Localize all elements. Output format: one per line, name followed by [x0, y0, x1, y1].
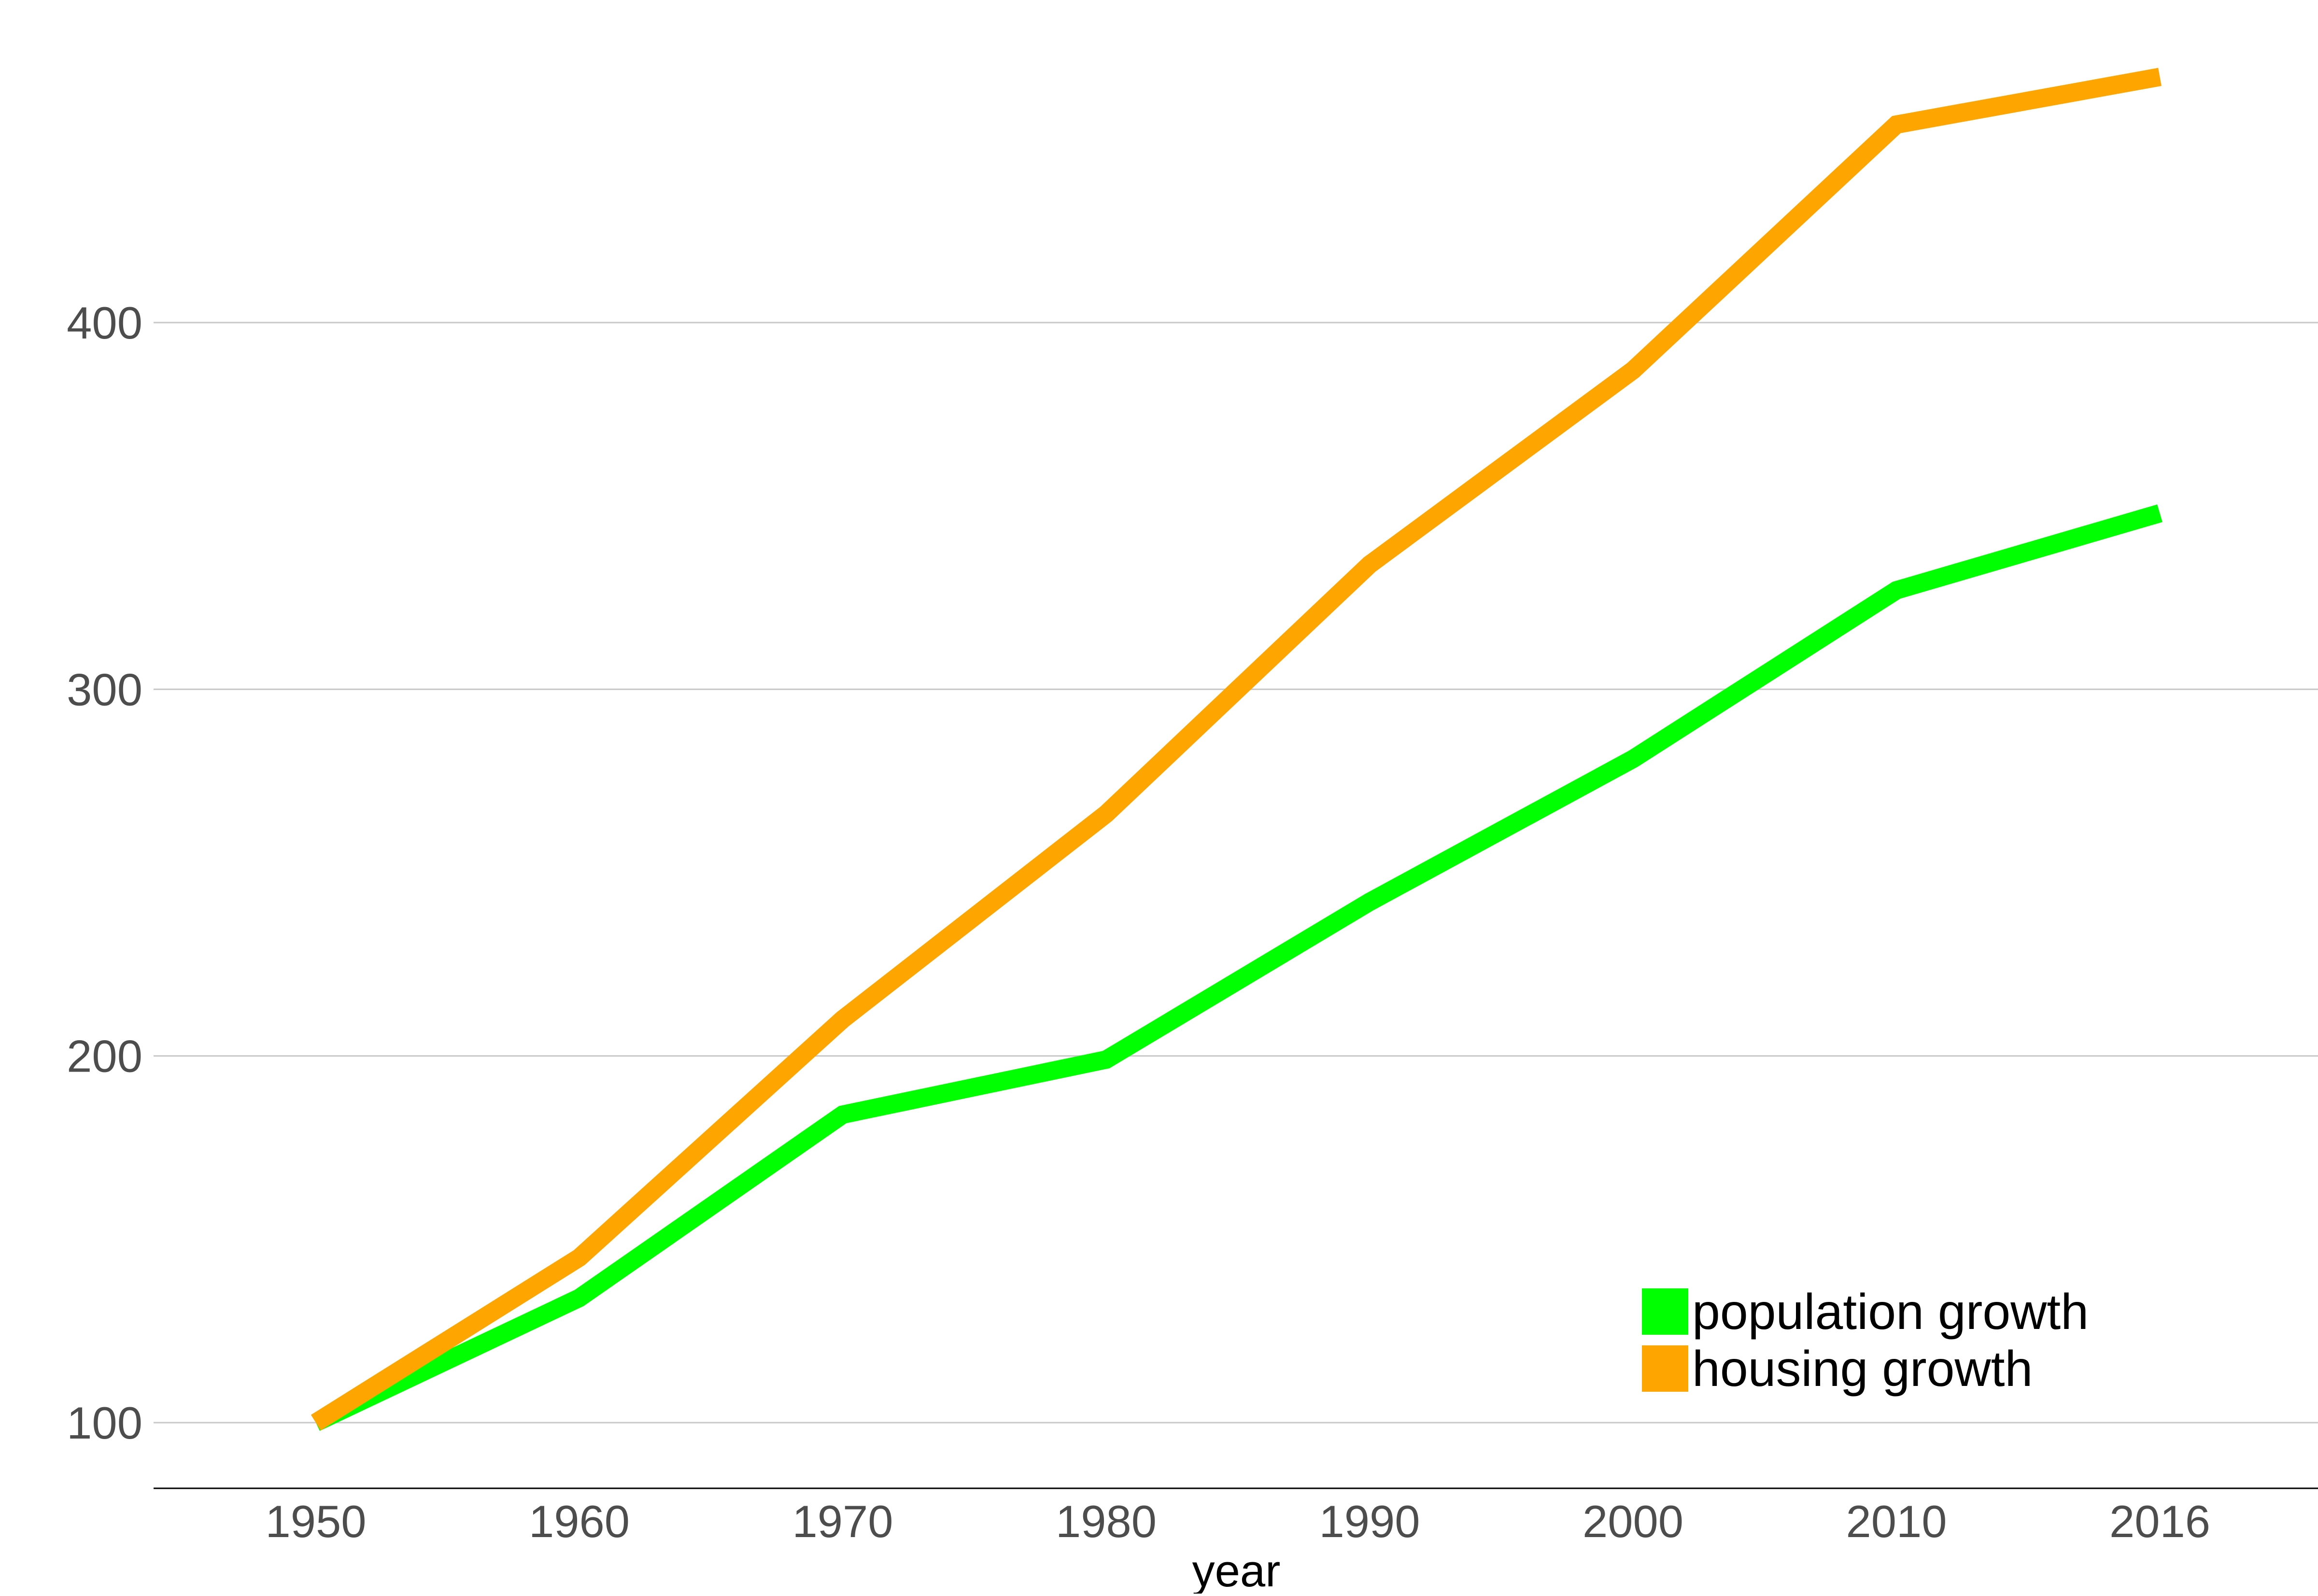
y-tick-label: 100	[67, 1398, 142, 1448]
legend-label: population growth	[1692, 1284, 2089, 1340]
x-tick-label: 2010	[1846, 1496, 1947, 1547]
x-axis-title: year	[1192, 1545, 1281, 1594]
legend-label: housing growth	[1692, 1341, 2033, 1397]
x-tick-label: 1980	[1056, 1496, 1157, 1547]
x-tick-label: 2016	[2109, 1496, 2210, 1547]
x-tick-label: 1990	[1319, 1496, 1420, 1547]
series-lines	[311, 68, 2163, 1431]
axes: 100 200 300 400 1950 1960 1970 1980 1990 2000 2010…	[67, 297, 2318, 1596]
y-tick-label: 400	[67, 297, 142, 348]
gridlines	[154, 322, 2318, 1424]
y-tick-label: 200	[67, 1031, 142, 1082]
legend-swatch	[1642, 1345, 1688, 1392]
x-tick-label: 1950	[265, 1496, 366, 1547]
x-tick-label: 1970	[792, 1496, 893, 1547]
legend-swatch	[1642, 1288, 1688, 1335]
x-tick-label: 1960	[529, 1496, 630, 1547]
series-line-population-growth	[311, 504, 2163, 1431]
series-line-housing-growth	[311, 68, 2162, 1431]
x-tick-label: 2000	[1583, 1496, 1683, 1547]
y-tick-label: 300	[67, 664, 142, 715]
